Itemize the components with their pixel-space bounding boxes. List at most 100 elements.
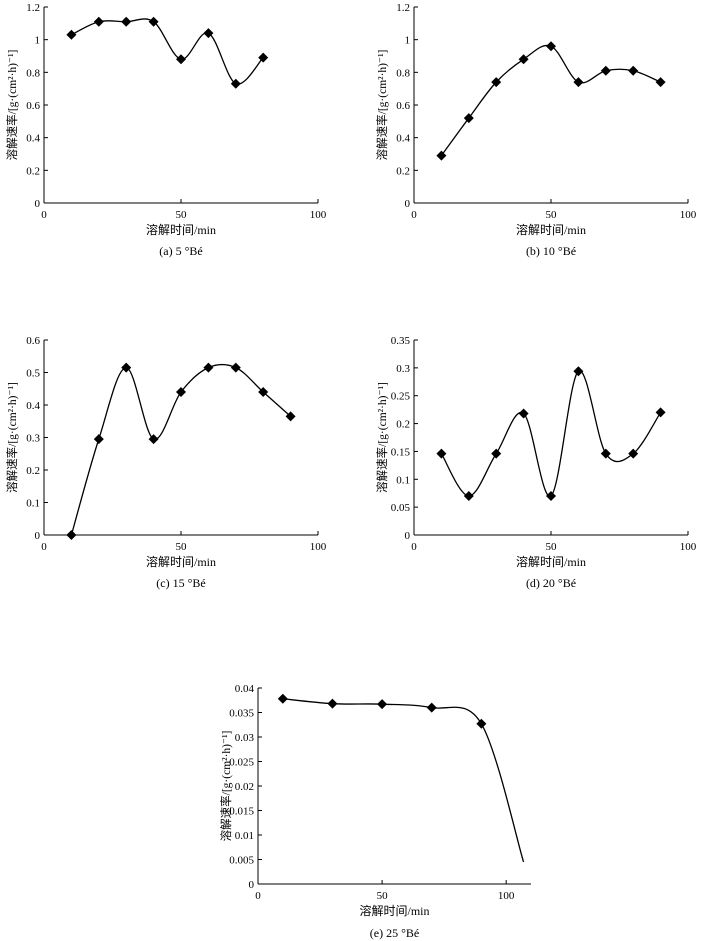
y-tick-label: 0.02 [235,781,254,793]
data-point [655,77,666,88]
data-point [277,693,288,704]
data-point [327,698,338,709]
y-tick-label: 0.2 [26,465,40,477]
y-tick-label: 0.6 [396,100,410,112]
y-tick-label: 0.8 [396,67,410,79]
x-axis-label: 溶解时间/min [146,554,216,569]
data-point [476,718,487,729]
series-line [70,363,292,536]
x-tick-label: 0 [411,209,417,221]
data-point [518,54,529,65]
x-tick-label: 100 [498,890,515,902]
data-point [176,387,186,397]
data-point [148,16,159,27]
data-point [546,491,556,501]
data-point [463,491,474,501]
y-tick-label: 0.8 [26,67,40,79]
y-tick-label: 1 [405,35,411,47]
y-tick-label: 1 [35,35,41,47]
data-point [258,52,269,63]
chart-panel-0: 0 0.2 0.4 0.6 0.8 1 1.2 0 50 100 溶解时间/min 溶解速率/[g·(… [5,2,327,258]
data-point [66,530,77,540]
data-point [491,77,502,88]
y-tick-label: 0.3 [396,363,410,375]
y-tick-label: 0 [405,198,411,210]
x-tick-label: 0 [411,541,417,553]
data-point [66,29,77,40]
data-point [176,54,186,65]
chart-caption: (e) 25 °Bé [370,926,419,940]
data-point [436,150,447,161]
y-tick-label: 1.2 [26,2,40,14]
y-tick-label: 0 [35,530,41,542]
y-tick-label: 0.035 [229,708,254,720]
data-point [628,448,639,459]
x-tick-label: 0 [255,890,261,902]
data-point [426,702,437,713]
x-tick-label: 50 [377,890,389,902]
series-line [282,698,525,863]
data-point [377,699,388,710]
y-tick-label: 0.05 [391,502,411,514]
y-axis-label: 溶解速率/[g·(cm²·h)⁻¹] [5,382,19,493]
x-tick-label: 50 [546,209,558,221]
data-point [148,434,159,445]
y-axis-label: 溶解速率/[g·(cm²·h)⁻¹] [375,50,389,161]
x-axis-label: 溶解时间/min [359,903,429,918]
chart-caption: (b) 10 °Bé [526,244,576,258]
y-axis-label: 溶解速率/[g·(cm²·h)⁻¹] [375,382,389,493]
y-tick-label: 0 [405,530,411,542]
y-tick-label: 0 [35,198,41,210]
series-line [71,18,264,85]
y-tick-label: 0.2 [396,419,410,431]
data-point [203,362,214,373]
y-tick-label: 0.35 [391,335,411,347]
data-point [600,448,611,459]
y-tick-label: 0.025 [229,757,254,769]
x-axis-label: 溶解时间/min [146,222,216,237]
x-tick-label: 100 [680,541,697,553]
data-point [258,387,269,397]
y-tick-label: 0.3 [26,433,40,445]
data-point [518,408,529,419]
chart-panel-4: 0 0.005 0.01 0.015 0.02 0.025 0.03 0.035 0.04 0 50… [219,683,531,940]
y-tick-label: 0.5 [26,368,40,380]
y-tick-label: 0.6 [26,100,40,112]
x-tick-label: 100 [680,209,697,221]
data-point [230,78,241,89]
y-tick-label: 0.2 [396,165,410,177]
x-tick-label: 50 [546,541,558,553]
x-tick-label: 50 [176,209,188,221]
y-tick-label: 0.1 [396,474,410,486]
y-tick-label: 0.25 [391,391,411,403]
data-point [546,41,556,52]
data-point [655,407,666,418]
x-axis-label: 溶解时间/min [516,554,586,569]
data-point [573,366,584,377]
y-tick-label: 0.4 [26,400,40,412]
y-tick-label: 0 [249,879,255,891]
data-point [203,28,214,39]
y-tick-label: 0.015 [229,806,254,818]
data-point [121,362,132,373]
y-tick-label: 0.4 [26,133,40,145]
series-line [440,370,662,497]
y-axis-label: 溶解速率/[g·(cm²·h)⁻¹] [219,731,233,842]
y-tick-label: 1.2 [396,2,410,14]
x-tick-label: 0 [41,541,47,553]
y-tick-label: 0.01 [235,830,254,842]
data-point [628,65,639,76]
y-tick-label: 0.2 [26,165,40,177]
chart-panel-1: 0 0.2 0.4 0.6 0.8 1 1.2 0 50 100 溶解时间/min 溶解速率/[g·(… [375,2,697,258]
data-point [121,16,132,27]
chart-panel-2: 0 0.1 0.2 0.3 0.4 0.5 0.6 0 50 100 溶解时间/min 溶解速率/[g… [5,335,327,590]
chart-caption: (c) 15 °Bé [156,576,205,590]
y-tick-label: 0.005 [229,855,254,867]
data-point [600,65,611,76]
data-point [93,434,104,445]
x-tick-label: 100 [310,541,327,553]
data-point [93,16,104,27]
chart-caption: (d) 20 °Bé [526,576,576,590]
y-axis-label: 溶解速率/[g·(cm²·h)⁻¹] [5,50,19,161]
